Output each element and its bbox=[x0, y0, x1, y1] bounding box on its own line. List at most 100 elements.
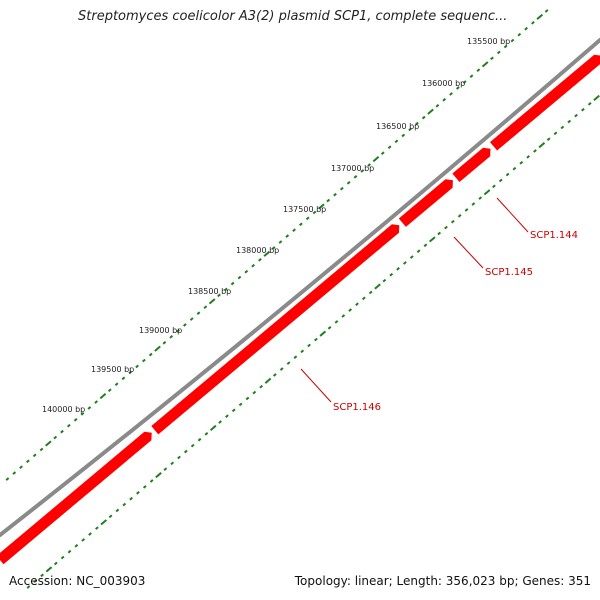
inner-tick bbox=[129, 496, 133, 501]
outer-tick bbox=[353, 175, 358, 179]
outer-tick bbox=[442, 98, 447, 102]
outer-tick bbox=[263, 250, 271, 257]
tick-label: 136000 bp bbox=[422, 79, 465, 88]
outer-tick bbox=[455, 86, 460, 90]
inner-tick bbox=[553, 131, 558, 136]
outer-tick bbox=[39, 447, 44, 452]
inner-tick-marks bbox=[26, 94, 600, 589]
outer-tick bbox=[503, 44, 508, 49]
inner-tick bbox=[471, 202, 476, 206]
inner-tick bbox=[533, 149, 537, 153]
outer-tick bbox=[469, 74, 474, 78]
inner-tick bbox=[355, 302, 359, 306]
outer-tick bbox=[135, 364, 139, 369]
outer-tick bbox=[435, 103, 440, 108]
inner-tick bbox=[587, 102, 592, 106]
gene-label: SCP1.145 bbox=[485, 267, 533, 278]
outer-tick bbox=[408, 127, 412, 132]
inner-tick bbox=[100, 519, 108, 526]
inner-tick bbox=[95, 526, 99, 530]
tick-label: 140000 bp bbox=[42, 405, 85, 414]
inner-tick bbox=[428, 236, 436, 243]
inner-tick bbox=[142, 485, 147, 489]
inner-tick bbox=[197, 437, 202, 442]
inner-tick bbox=[252, 390, 257, 395]
inner-tick bbox=[88, 532, 92, 536]
outer-tick bbox=[169, 335, 174, 339]
inner-tick bbox=[40, 573, 44, 578]
inner-tick bbox=[560, 125, 565, 130]
outer-tick bbox=[476, 68, 481, 73]
inner-tick bbox=[327, 325, 332, 330]
outer-tick bbox=[189, 317, 194, 321]
inner-tick bbox=[272, 373, 277, 377]
tick-labels: 135500 bp 136000 bp 136500 bp 137000 bp 1375… bbox=[42, 37, 510, 414]
outer-tick bbox=[217, 293, 221, 298]
inner-tick bbox=[498, 178, 503, 183]
outer-tick bbox=[142, 358, 146, 363]
outer-tick bbox=[87, 406, 92, 410]
tick-label: 138500 bp bbox=[188, 287, 231, 296]
outer-tick bbox=[53, 435, 58, 440]
outer-tick bbox=[427, 108, 434, 115]
outer-tick bbox=[182, 323, 187, 327]
outer-tick bbox=[80, 412, 85, 416]
outer-tick bbox=[536, 13, 544, 20]
inner-tick bbox=[314, 337, 318, 342]
inner-tick bbox=[374, 283, 381, 290]
tick-label: 137500 bp bbox=[283, 205, 326, 214]
outer-tick bbox=[372, 156, 380, 163]
tick-label: 139500 bp bbox=[91, 365, 134, 374]
inner-tick bbox=[163, 467, 168, 471]
outer-tick bbox=[490, 56, 494, 61]
inner-tick bbox=[307, 343, 311, 348]
outer-tick bbox=[305, 216, 310, 221]
inner-tick bbox=[53, 561, 58, 566]
inner-tick bbox=[74, 544, 79, 548]
outer-tick bbox=[339, 186, 344, 191]
outer-tick bbox=[544, 9, 549, 13]
outer-tick bbox=[66, 423, 71, 428]
inner-tick bbox=[526, 155, 530, 159]
outer-tick bbox=[531, 21, 535, 25]
outer-tick bbox=[244, 269, 249, 274]
gene-segment bbox=[452, 147, 491, 182]
outer-tick bbox=[510, 38, 515, 43]
gene-segment bbox=[490, 54, 600, 151]
outer-tick bbox=[203, 305, 208, 310]
outer-tick bbox=[401, 133, 406, 138]
outer-tick bbox=[12, 471, 17, 475]
outer-tick bbox=[346, 180, 351, 185]
outer-tick bbox=[45, 440, 52, 447]
topology-label: Topology: linear; Length: 356,023 bp; Ge… bbox=[294, 574, 591, 588]
inner-tick bbox=[382, 278, 387, 283]
inner-tick bbox=[286, 361, 291, 365]
inner-tick bbox=[396, 267, 400, 271]
inner-tick bbox=[300, 349, 305, 354]
inner-tick bbox=[538, 142, 546, 149]
outer-tick bbox=[258, 258, 262, 262]
tick-label: 138000 bp bbox=[236, 246, 279, 255]
inner-tick bbox=[279, 367, 284, 371]
inner-tick bbox=[155, 472, 162, 479]
inner-tick bbox=[67, 549, 72, 554]
outer-tick bbox=[32, 453, 37, 458]
inner-tick bbox=[115, 508, 120, 513]
outer-tick bbox=[524, 26, 528, 31]
inner-tick bbox=[264, 377, 272, 384]
inner-tick bbox=[341, 314, 346, 318]
inner-tick bbox=[149, 479, 154, 483]
outer-tick-marks bbox=[5, 9, 549, 481]
gene-label: SCP1.146 bbox=[333, 402, 381, 413]
inner-tick bbox=[389, 272, 394, 277]
outer-tick bbox=[387, 145, 392, 150]
outer-tick bbox=[114, 382, 119, 387]
outer-tick bbox=[176, 329, 180, 333]
outer-tick bbox=[394, 139, 399, 144]
outer-tick bbox=[196, 311, 201, 315]
inner-tick bbox=[170, 461, 175, 466]
inner-tick bbox=[574, 113, 578, 118]
inner-tick bbox=[293, 355, 298, 360]
outer-tick bbox=[333, 192, 337, 197]
outer-tick bbox=[292, 228, 296, 232]
